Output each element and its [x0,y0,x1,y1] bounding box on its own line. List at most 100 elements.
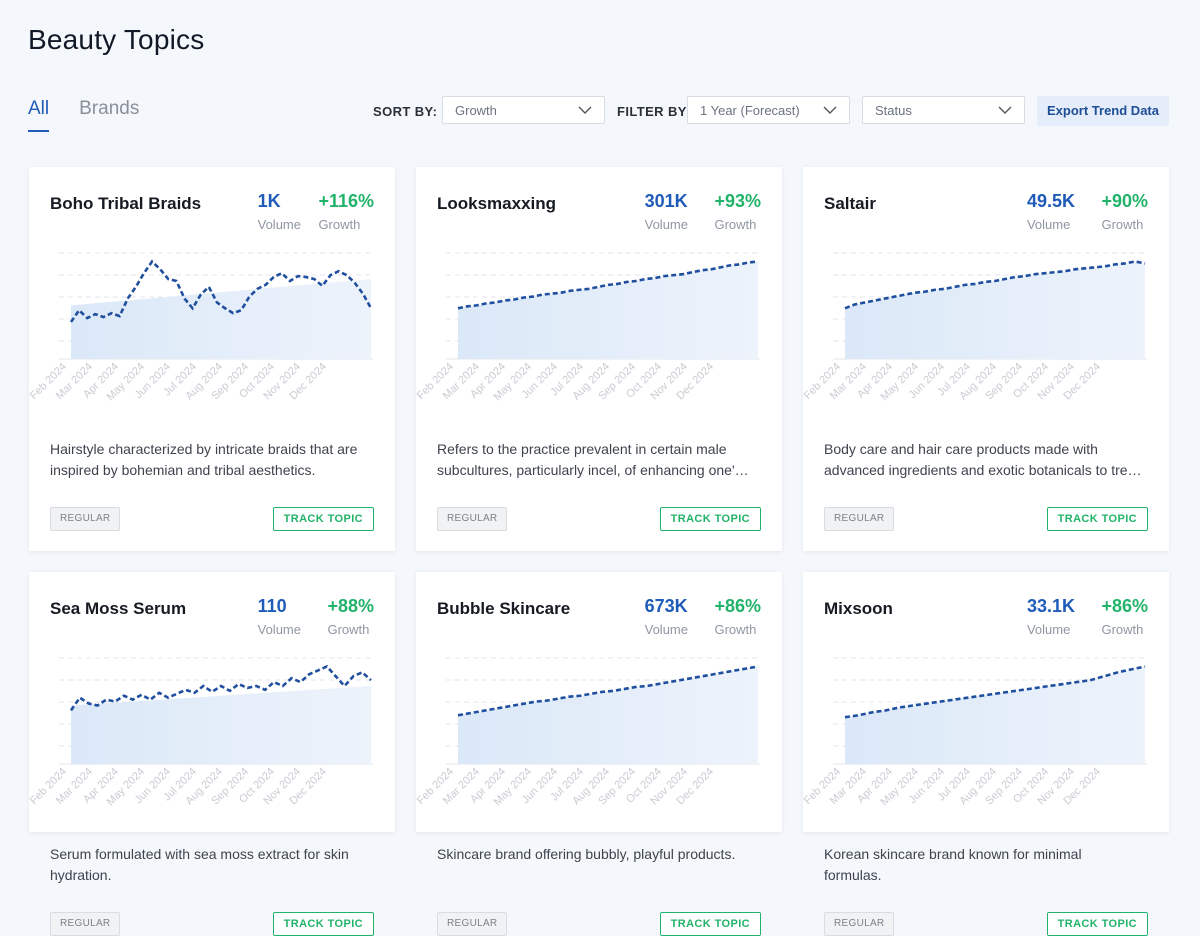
volume-label: Volume [257,217,301,232]
growth-label: Growth [1101,217,1144,232]
track-topic-button[interactable]: TRACK TOPIC [1046,912,1148,936]
topic-name[interactable]: Sea Moss Serum [50,599,187,618]
topic-description: Serum formulated with sea moss extract f… [50,846,349,883]
growth-value: +86% [714,596,761,616]
topic-description: Skincare brand offering bubbly, playful … [437,846,736,862]
status-badge: REGULAR [824,507,895,531]
growth-stat: +86% Growth [714,596,761,637]
volume-value: 1K [257,191,281,211]
topic-card[interactable]: Boho Tribal Braids 1K Volume +116% Growt… [29,167,395,551]
status-select[interactable]: Status [862,96,1025,124]
page-title: Beauty Topics [28,24,205,55]
topic-name[interactable]: Boho Tribal Braids [50,194,202,213]
topic-name[interactable]: Saltair [824,194,876,213]
volume-stat: 673K Volume [645,596,688,637]
volume-value: 49.5K [1026,191,1075,211]
topic-tabs: All Brands [28,98,139,132]
topic-name[interactable]: Mixsoon [824,599,893,618]
track-topic-button[interactable]: TRACK TOPIC [272,912,374,936]
tab-all[interactable]: All [28,98,50,132]
trend-area [71,279,371,359]
topic-card[interactable]: Sea Moss Serum 110 Volume +88% Growth Fe… [29,572,395,936]
chevron-down-icon [578,106,592,114]
trend-area [845,261,1145,359]
volume-stat: 1K Volume [258,191,301,232]
chevron-down-icon [998,106,1012,114]
topic-card[interactable]: Mixsoon 33.1K Volume +86% Growth Feb 202… [803,572,1169,936]
track-topic-button[interactable]: TRACK TOPIC [272,507,374,531]
trend-area [458,261,758,359]
topic-card[interactable]: Bubble Skincare 673K Volume +86% Growth … [416,572,782,936]
volume-stat: 33.1K Volume [1027,596,1075,637]
growth-value: +86% [1101,596,1148,616]
growth-label: Growth [1101,622,1144,637]
trend-line [457,665,759,717]
trend-line [844,665,1146,719]
filter-select-value: 1 Year (Forecast) [700,103,800,118]
track-topic-button[interactable]: TRACK TOPIC [659,912,761,936]
trend-line [69,259,373,323]
growth-label: Growth [327,622,370,637]
volume-value: 301K [644,191,688,211]
trend-line [844,260,1146,310]
volume-value: 110 [257,596,287,616]
growth-value: +116% [318,191,374,211]
tab-brands[interactable]: Brands [79,98,140,119]
growth-stat: +93% Growth [714,191,761,232]
status-badge: REGULAR [824,912,895,936]
track-topic-button[interactable]: TRACK TOPIC [659,507,761,531]
volume-stat: 49.5K Volume [1027,191,1075,232]
status-badge: REGULAR [50,912,121,936]
sort-label: SORT BY: [373,104,438,119]
status-select-value: Status [875,103,912,118]
filter-label: FILTER BY: [617,104,691,119]
volume-label: Volume [644,622,688,637]
topic-name[interactable]: Looksmaxxing [437,194,557,213]
volume-stat: 301K Volume [645,191,688,232]
volume-label: Volume [257,622,301,637]
topic-description: Body care and hair care products made wi… [824,441,1140,478]
growth-stat: +90% Growth [1101,191,1148,232]
topic-description: Refers to the practice prevalent in cert… [437,441,742,478]
topic-card[interactable]: Saltair 49.5K Volume +90% Growth Feb 202… [803,167,1169,551]
topic-description: Hairstyle characterized by intricate bra… [50,441,358,478]
growth-label: Growth [714,217,757,232]
track-topic-button[interactable]: TRACK TOPIC [1046,507,1148,531]
growth-stat: +116% Growth [318,191,374,232]
export-trend-data-button[interactable]: Export Trend Data [1037,96,1169,126]
growth-value: +90% [1101,191,1148,211]
volume-label: Volume [644,217,688,232]
volume-value: 673K [644,596,688,616]
trend-line [457,260,759,310]
volume-label: Volume [1026,217,1071,232]
topic-name[interactable]: Bubble Skincare [437,599,571,618]
trend-area [71,685,371,764]
sort-select-value: Growth [455,103,497,118]
toolbar: SORT BY: Growth FILTER BY: 1 Year (Forec… [0,96,1200,126]
chevron-down-icon [823,106,837,114]
status-badge: REGULAR [50,507,121,531]
sort-select[interactable]: Growth [442,96,605,124]
growth-value: +93% [714,191,761,211]
trend-area [458,666,758,764]
volume-value: 33.1K [1026,596,1075,616]
volume-stat: 110 Volume [258,596,301,637]
status-badge: REGULAR [437,507,508,531]
growth-stat: +86% Growth [1101,596,1148,637]
growth-stat: +88% Growth [327,596,374,637]
trend-area [845,666,1145,764]
topic-card[interactable]: Looksmaxxing 301K Volume +93% Growth Feb… [416,167,782,551]
growth-label: Growth [714,622,757,637]
growth-value: +88% [327,596,374,616]
volume-label: Volume [1026,622,1071,637]
status-badge: REGULAR [437,912,508,936]
growth-label: Growth [318,217,361,232]
topic-description: Korean skincare brand known for minimal … [824,846,1082,883]
filter-select[interactable]: 1 Year (Forecast) [687,96,850,124]
